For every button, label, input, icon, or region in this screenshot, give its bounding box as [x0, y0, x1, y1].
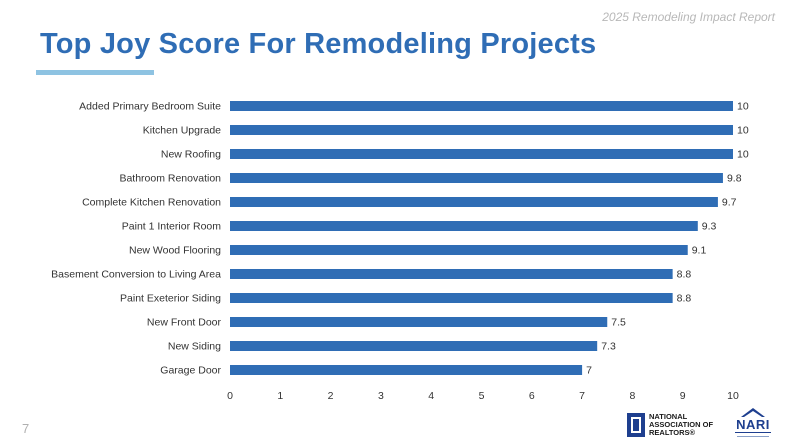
x-tick-label: 1: [277, 390, 283, 402]
bar: [230, 317, 608, 327]
value-label: 10: [737, 101, 749, 113]
category-label: Garage Door: [160, 365, 221, 377]
category-label: New Wood Flooring: [129, 245, 221, 257]
bar: [230, 125, 733, 135]
bar: [230, 197, 718, 207]
category-label: Kitchen Upgrade: [143, 125, 221, 137]
value-label: 9.3: [702, 221, 717, 233]
category-label: Complete Kitchen Renovation: [82, 197, 221, 209]
x-tick-label: 7: [579, 390, 585, 402]
value-label: 10: [737, 149, 749, 161]
x-tick-label: 5: [479, 390, 485, 402]
value-label: 9.8: [727, 173, 742, 185]
title-underline: [36, 70, 154, 75]
bar: [230, 221, 698, 231]
bar: [230, 269, 673, 279]
bar: [230, 245, 688, 255]
nar-logo: NATIONAL ASSOCIATION OF REALTORS®: [627, 413, 719, 437]
bar: [230, 101, 733, 111]
category-label: New Siding: [168, 341, 221, 353]
bar: [230, 293, 673, 303]
value-label: 8.8: [677, 293, 692, 305]
x-tick-label: 0: [227, 390, 233, 402]
realtor-r-icon: [627, 413, 645, 437]
x-tick-label: 9: [680, 390, 686, 402]
bar: [230, 365, 583, 375]
value-label: 7: [586, 365, 592, 377]
bar: [230, 341, 598, 351]
category-label: Paint 1 Interior Room: [122, 221, 221, 233]
value-label: 9.7: [722, 197, 737, 209]
value-label: 7.5: [611, 317, 626, 329]
bar: [230, 149, 733, 159]
category-label: Basement Conversion to Living Area: [51, 269, 221, 281]
nari-logo-text: NARI: [736, 417, 770, 432]
x-tick-label: 6: [529, 390, 535, 402]
nari-logo: NARI: [733, 408, 773, 442]
x-tick-label: 2: [328, 390, 334, 402]
value-label: 10: [737, 125, 749, 137]
page-title: Top Joy Score For Remodeling Projects: [40, 28, 597, 60]
value-label: 9.1: [692, 245, 707, 257]
x-tick-label: 3: [378, 390, 384, 402]
category-label: New Roofing: [161, 149, 221, 161]
category-label: New Front Door: [147, 317, 222, 329]
nar-logo-text: NATIONAL ASSOCIATION OF REALTORS®: [649, 412, 714, 437]
x-tick-label: 4: [428, 390, 434, 402]
category-label: Bathroom Renovation: [119, 173, 221, 185]
category-label: Paint Exeterior Siding: [120, 293, 221, 305]
value-label: 8.8: [677, 269, 692, 281]
report-label: 2025 Remodeling Impact Report: [602, 10, 775, 24]
page-number: 7: [22, 421, 30, 436]
bar: [230, 173, 723, 183]
value-label: 7.3: [601, 341, 616, 353]
x-tick-label: 10: [727, 390, 739, 402]
x-tick-label: 8: [629, 390, 635, 402]
category-label: Added Primary Bedroom Suite: [79, 101, 221, 113]
